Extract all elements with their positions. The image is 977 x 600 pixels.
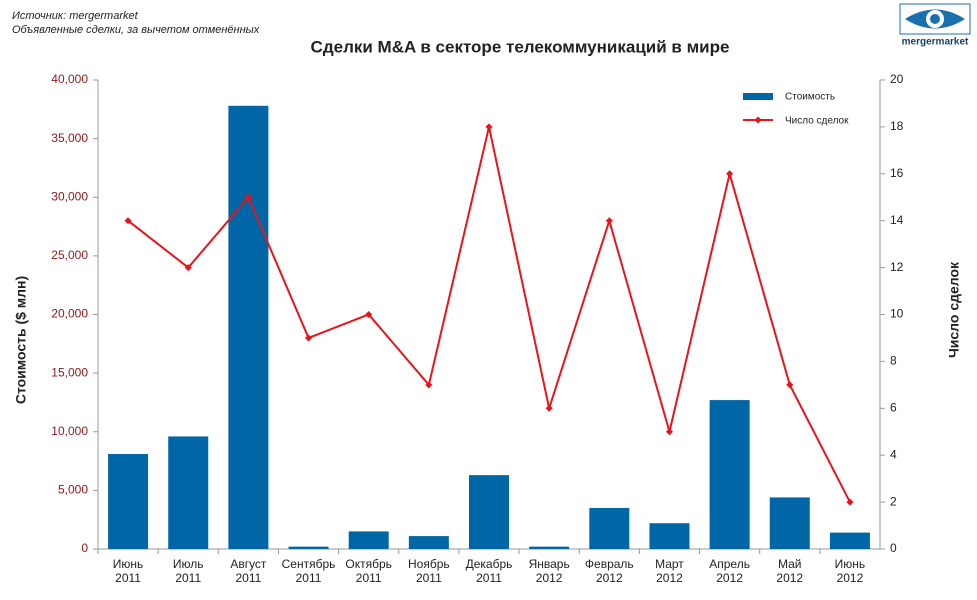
point bbox=[365, 311, 373, 318]
bar bbox=[469, 475, 509, 549]
source-note: Источник: mergermarket bbox=[12, 10, 139, 22]
point bbox=[726, 170, 734, 178]
y2-tick-label: 10 bbox=[890, 307, 904, 321]
bar bbox=[348, 531, 389, 549]
bar bbox=[709, 400, 750, 549]
point bbox=[425, 381, 433, 389]
y-tick-label: 10,000 bbox=[51, 424, 88, 438]
bar bbox=[649, 523, 690, 549]
y-axis-title: Стоимость ($ млн) bbox=[13, 276, 29, 404]
bar bbox=[228, 105, 269, 550]
x-tick-label: Август 2011 bbox=[230, 557, 267, 585]
point bbox=[545, 404, 553, 412]
point bbox=[184, 264, 192, 272]
chart-title: Сделки M&A в секторе телекоммуникаций в … bbox=[311, 37, 730, 56]
point bbox=[605, 217, 613, 225]
y2-tick-label: 6 bbox=[890, 400, 897, 414]
point bbox=[846, 498, 854, 506]
y2-tick-label: 18 bbox=[890, 119, 904, 133]
y-tick-label: 35,000 bbox=[51, 131, 88, 145]
logo: mergermarket bbox=[899, 3, 971, 48]
bar bbox=[589, 507, 630, 549]
y-tick-label: 20,000 bbox=[51, 307, 88, 321]
y2-tick-label: 14 bbox=[890, 213, 904, 227]
bar bbox=[529, 546, 570, 549]
y-tick-label: 0 bbox=[81, 541, 88, 555]
x-tick-label: Декабрь 2011 bbox=[465, 557, 513, 585]
y2-tick-label: 0 bbox=[890, 541, 897, 555]
x-tick-label: Сентябрь 2011 bbox=[281, 557, 336, 585]
bar bbox=[408, 536, 449, 549]
point bbox=[305, 334, 313, 342]
y-tick-label: 5,000 bbox=[58, 483, 88, 497]
subtitle: Объявленные сделки, за вычетом отменённы… bbox=[12, 24, 260, 36]
y2-tick-label: 12 bbox=[890, 260, 904, 274]
x-tick-label: Февраль 2012 bbox=[584, 557, 634, 585]
logo-text: mergermarket bbox=[902, 37, 969, 48]
x-tick-label: Ноябрь 2011 bbox=[408, 557, 450, 585]
point bbox=[485, 123, 493, 131]
x-tick-label: Март 2012 bbox=[655, 557, 684, 585]
bar bbox=[829, 532, 870, 549]
legend-swatch bbox=[754, 116, 762, 124]
y2-tick-label: 2 bbox=[890, 494, 897, 508]
y2-tick-label: 4 bbox=[890, 447, 897, 461]
bar bbox=[168, 436, 209, 549]
y2-tick-label: 20 bbox=[890, 72, 904, 86]
point bbox=[244, 193, 252, 201]
point bbox=[665, 428, 673, 436]
legend-label: Число сделок bbox=[785, 116, 849, 127]
point bbox=[124, 217, 132, 225]
point bbox=[786, 381, 794, 389]
x-tick-label: Апрель 2012 bbox=[709, 557, 750, 585]
y-tick-label: 30,000 bbox=[51, 189, 88, 203]
y-tick-label: 25,000 bbox=[51, 248, 88, 262]
y-tick-label: 15,000 bbox=[51, 365, 88, 379]
x-tick-label: Июнь 2012 bbox=[834, 557, 866, 585]
x-tick-label: Июнь 2011 bbox=[112, 557, 144, 585]
x-tick-label: Октябрь 2011 bbox=[345, 557, 392, 585]
x-tick-label: Май 2012 bbox=[776, 557, 804, 585]
legend-swatch bbox=[743, 93, 773, 100]
legend-label: Стоимость bbox=[785, 92, 835, 103]
y-tick-label: 40,000 bbox=[51, 72, 88, 86]
x-tick-label: Июль 2011 bbox=[172, 557, 204, 585]
bar bbox=[108, 454, 149, 549]
bar bbox=[288, 546, 329, 549]
x-tick-label: Январь 2012 bbox=[528, 557, 570, 585]
y2-tick-label: 16 bbox=[890, 166, 904, 180]
bar bbox=[769, 497, 810, 549]
y2-tick-label: 8 bbox=[890, 354, 897, 368]
y2-axis-title: Число сделок bbox=[946, 261, 962, 358]
